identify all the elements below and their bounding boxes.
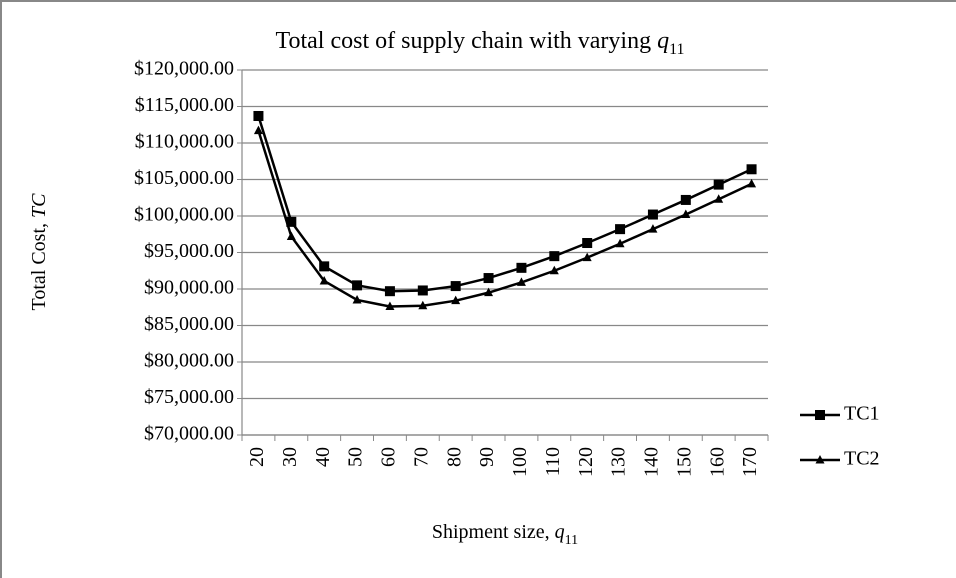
- data-point: [582, 252, 592, 262]
- data-point: [713, 179, 724, 190]
- y-tick-label: $105,000.00: [134, 167, 234, 189]
- x-tick-label: 70: [410, 447, 432, 467]
- x-tick-label: 160: [706, 447, 728, 477]
- data-point: [516, 277, 526, 286]
- legend-marker: [815, 455, 825, 464]
- data-point: [483, 273, 494, 284]
- y-tick-label: $115,000.00: [135, 94, 234, 116]
- y-tick-label: $90,000.00: [144, 277, 234, 299]
- title-text: Total cost of supply chain with varying: [276, 28, 658, 54]
- x-label-text: Shipment size,: [432, 521, 555, 543]
- x-tick-label: 90: [476, 447, 498, 467]
- y-axis-label: Total Cost, TC: [28, 193, 50, 311]
- series-line: [257, 130, 753, 308]
- data-point: [418, 300, 428, 310]
- data-point: [319, 261, 330, 272]
- data-point: [384, 286, 395, 297]
- data-point: [648, 224, 658, 233]
- x-tick-label: 170: [739, 447, 761, 477]
- legend-label: TC2: [844, 448, 880, 470]
- data-point: [647, 209, 658, 220]
- data-point: [747, 178, 757, 188]
- y-label-var: TC: [28, 193, 50, 218]
- y-tick-label: $110,000.00: [135, 131, 234, 153]
- data-point: [681, 209, 691, 219]
- data-point: [253, 110, 264, 121]
- x-label-var: q: [555, 521, 565, 543]
- legend-marker: [815, 410, 825, 420]
- data-point: [615, 224, 626, 235]
- title-sub: 11: [669, 41, 684, 58]
- x-label-sub: 11: [565, 533, 578, 548]
- data-point: [615, 238, 625, 248]
- y-tick-label: $70,000.00: [144, 423, 234, 445]
- data-point: [286, 231, 296, 240]
- data-point: [582, 238, 593, 249]
- data-point: [451, 295, 461, 305]
- x-tick-label: 30: [279, 447, 301, 467]
- x-tick-label: 100: [509, 447, 531, 477]
- y-tick-label: $120,000.00: [134, 58, 234, 80]
- y-tick-label: $75,000.00: [144, 386, 234, 408]
- y-label-text: Total Cost,: [28, 218, 50, 311]
- x-tick-label: 80: [443, 447, 465, 467]
- x-tick-label: 40: [312, 447, 334, 467]
- data-point: [352, 280, 363, 291]
- chart-title: Total cost of supply chain with varying …: [276, 28, 685, 59]
- title-var: q: [657, 28, 669, 54]
- data-point: [253, 125, 263, 135]
- data-point: [286, 216, 297, 227]
- data-point: [714, 194, 724, 203]
- x-axis-label: Shipment size, q11: [432, 521, 578, 548]
- data-point: [549, 265, 559, 275]
- y-tick-label: $80,000.00: [144, 350, 234, 372]
- data-point: [484, 287, 494, 297]
- x-tick-label: 120: [575, 447, 597, 477]
- y-tick-label: $95,000.00: [144, 240, 234, 262]
- data-point: [516, 262, 527, 273]
- x-tick-label: 110: [542, 447, 564, 476]
- series-line: [257, 115, 753, 293]
- y-tick-label: $85,000.00: [144, 313, 234, 335]
- data-point: [450, 281, 461, 292]
- data-point: [417, 285, 428, 296]
- x-tick-label: 50: [345, 447, 367, 467]
- x-tick-label: 20: [246, 447, 268, 467]
- legend-label: TC1: [844, 403, 880, 425]
- x-tick-label: 60: [378, 447, 400, 467]
- x-tick-label: 150: [673, 447, 695, 477]
- y-tick-label: $100,000.00: [134, 204, 234, 226]
- data-point: [319, 275, 329, 285]
- data-point: [385, 301, 395, 311]
- x-tick-label: 130: [608, 447, 630, 477]
- x-tick-label: 140: [641, 447, 663, 477]
- data-point: [549, 251, 560, 262]
- data-point: [352, 294, 362, 304]
- data-point: [680, 194, 691, 205]
- data-point: [746, 164, 757, 175]
